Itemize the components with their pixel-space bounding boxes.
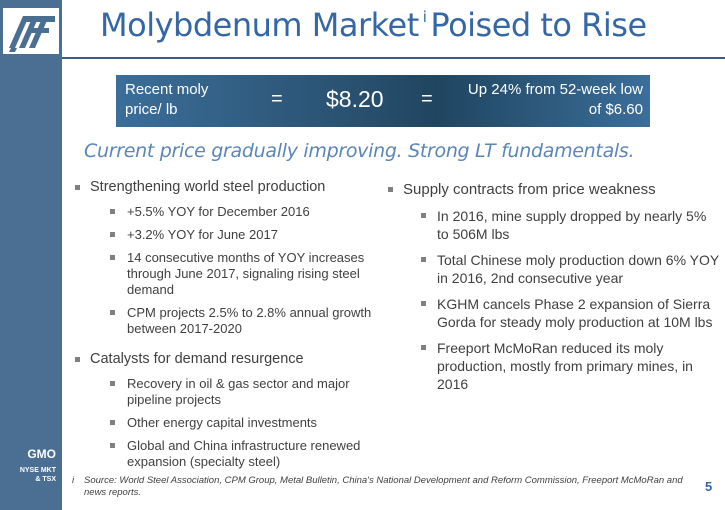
equals-sign: =	[421, 88, 433, 110]
title-text-after: Poised to Rise	[430, 6, 647, 44]
sub-bullet: Total Chinese moly production down 6% YO…	[385, 251, 720, 287]
price-change: Up 24% from 52-week low of $6.60	[467, 81, 643, 118]
sub-bullet: Global and China infrastructure renewed …	[72, 438, 372, 470]
source-footnote: i Source: World Steel Association, CPM G…	[72, 475, 712, 499]
footnote-mark: i	[72, 475, 75, 486]
bullet-heading: Supply contracts from price weakness	[385, 180, 720, 199]
price-label: Recent moly price/ lb	[125, 81, 209, 118]
ticker-symbol: GMO	[27, 447, 56, 461]
sub-bullet: +5.5% YOY for December 2016	[72, 204, 372, 220]
sub-bullet: KGHM cancels Phase 2 expansion of Sierra…	[385, 295, 720, 331]
title-divider	[62, 57, 725, 59]
price-banner: Recent moly price/ lb = $8.20 = Up 24% f…	[116, 75, 650, 127]
sidebar: GMO NYSE MKT & TSX	[0, 0, 62, 510]
exchange-listing: NYSE MKT & TSX	[19, 467, 56, 483]
company-logo-icon	[3, 8, 59, 54]
equals-sign: =	[271, 88, 283, 110]
sub-bullet: In 2016, mine supply dropped by nearly 5…	[385, 207, 720, 243]
title-text: Molybdenum Market	[100, 6, 419, 44]
title-footnote-mark: i	[422, 8, 427, 26]
sub-bullet: CPM projects 2.5% to 2.8% annual growth …	[72, 305, 372, 337]
sub-bullet: Freeport McMoRan reduced its moly produc…	[385, 339, 720, 393]
footnote-text: Source: World Steel Association, CPM Gro…	[84, 475, 683, 498]
page-number: 5	[705, 479, 713, 494]
page-title: Molybdenum Market i Poised to Rise	[100, 6, 647, 44]
sub-bullet: 14 consecutive months of YOY increases t…	[72, 250, 372, 298]
bullet-heading: Catalysts for demand resurgence	[72, 350, 372, 369]
price-value: $8.20	[326, 86, 384, 112]
right-bullet-column: Supply contracts from price weakness In …	[385, 180, 720, 393]
bullet-heading: Strengthening world steel production	[72, 178, 372, 197]
tagline: Current price gradually improving. Stron…	[84, 140, 635, 162]
sub-bullet: +3.2% YOY for June 2017	[72, 227, 372, 243]
sub-bullet: Other energy capital investments	[72, 415, 372, 431]
left-bullet-column: Strengthening world steel production +5.…	[72, 178, 372, 470]
sub-bullet: Recovery in oil & gas sector and major p…	[72, 376, 372, 408]
